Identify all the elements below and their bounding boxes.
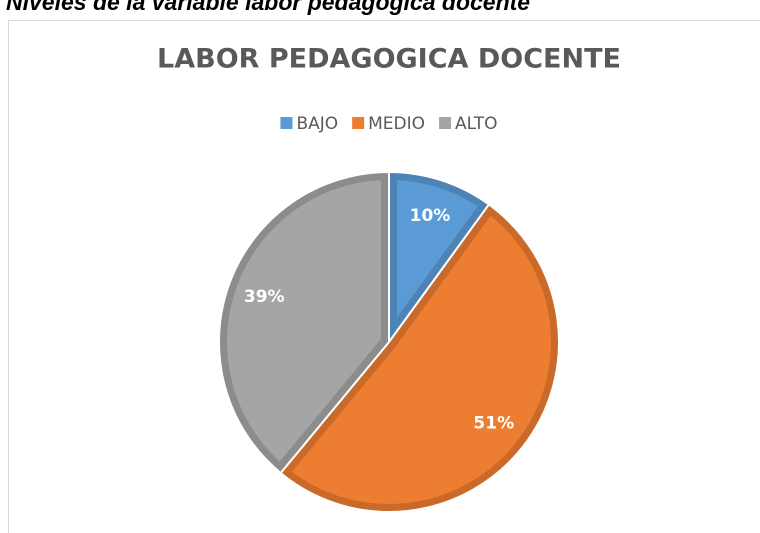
data-label: 51%: [473, 413, 514, 433]
legend-label: MEDIO: [368, 114, 425, 134]
legend: BAJO MEDIO ALTO: [280, 114, 498, 134]
legend-swatch: [439, 117, 452, 129]
legend-label: ALTO: [455, 114, 498, 134]
slice: [388, 171, 490, 343]
slice-edge: [279, 203, 561, 514]
slice-edge: [388, 171, 490, 343]
legend-swatch: [352, 117, 365, 129]
legend-label: BAJO: [296, 114, 338, 134]
slice-edge: [218, 171, 390, 474]
heading: Niveles de la variable labor pedagogica …: [6, 0, 530, 15]
data-label: 10%: [410, 206, 451, 226]
slice: [279, 203, 561, 514]
slice: [218, 171, 390, 474]
chart-title: LABOR PEDAGOGICA DOCENTE: [157, 44, 621, 75]
legend-swatch: [280, 117, 293, 129]
chart-frame: [8, 20, 760, 533]
data-label: 39%: [244, 287, 285, 307]
